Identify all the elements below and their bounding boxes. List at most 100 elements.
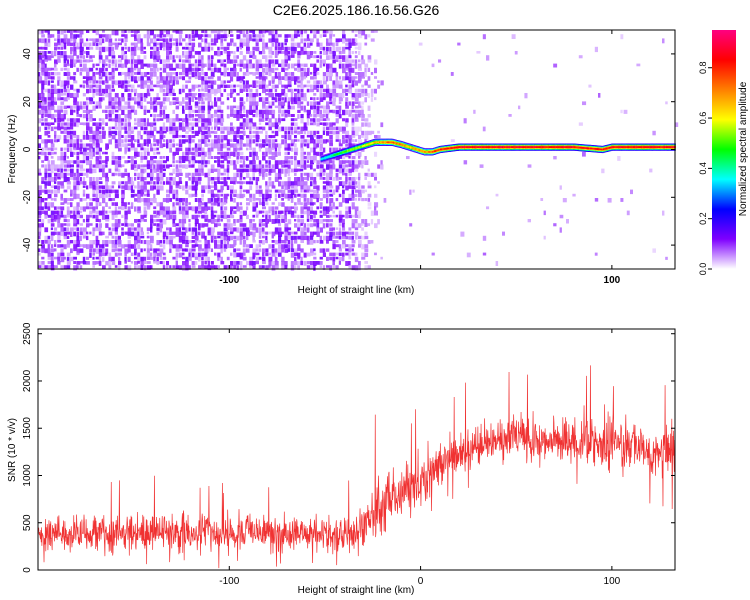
spectrogram-cell xyxy=(374,135,378,139)
spectrogram-cell xyxy=(300,147,304,152)
spectrogram-cell xyxy=(326,177,329,182)
spectrogram-cell xyxy=(220,160,225,164)
spectrogram-cell xyxy=(278,223,281,227)
spectrogram-cell xyxy=(73,151,76,155)
spectrogram-cell xyxy=(223,135,228,141)
spectrogram-cell xyxy=(92,265,95,268)
spectrogram-cell xyxy=(98,101,102,106)
spectrogram-cell xyxy=(230,189,234,194)
spectrogram-cell xyxy=(233,88,236,93)
spectrogram-cell xyxy=(214,143,218,149)
spectrogram-cell xyxy=(162,126,167,131)
spectrogram-cell xyxy=(38,80,42,84)
spectrogram-cell xyxy=(166,59,170,63)
spectrogram-cell xyxy=(310,105,313,110)
spectrogram-cell xyxy=(98,55,103,60)
spectrogram-cell xyxy=(258,231,262,236)
spectrogram-cell xyxy=(95,122,99,128)
spectrogram-cell xyxy=(348,55,352,59)
spectrogram-cell xyxy=(306,51,311,56)
spectrogram-cell xyxy=(102,88,106,94)
spectrogram-cell xyxy=(191,122,195,127)
spectrogram-cell xyxy=(130,206,134,209)
spectrogram-cell xyxy=(207,63,211,68)
spectrogram-cell xyxy=(44,122,49,126)
spectrogram-cell xyxy=(108,240,113,244)
spectrogram-cell xyxy=(130,126,135,132)
spectrogram-cell xyxy=(50,76,55,80)
spectrogram-cell xyxy=(82,135,86,140)
spectrogram-cell xyxy=(310,160,314,165)
spectrogram-cell xyxy=(374,30,378,33)
spectrogram-cell xyxy=(166,126,169,132)
spectrogram-cell xyxy=(338,223,342,227)
spectrogram-cell xyxy=(178,219,182,224)
spectrogram-cell xyxy=(258,80,263,85)
spectrogram-cell xyxy=(108,227,111,231)
spectrogram-cell xyxy=(134,235,138,241)
spectrogram-cell xyxy=(370,72,374,75)
spectrogram-cell xyxy=(351,122,355,126)
spectrogram-cell xyxy=(50,34,55,38)
spectrogram-cell xyxy=(201,38,204,43)
spectrogram-cell xyxy=(198,160,202,164)
spectrogram-cell xyxy=(332,235,336,239)
spectrogram-cell xyxy=(649,168,653,173)
spectrogram-cell xyxy=(316,219,320,224)
spectrogram-cell xyxy=(86,55,89,58)
spectrogram-cell xyxy=(249,72,253,75)
spectrogram-cell xyxy=(66,93,70,99)
spectrogram-cell xyxy=(127,223,131,227)
spectrogram-cell xyxy=(153,210,157,215)
spectrogram-cell xyxy=(102,185,106,189)
spectrogram-cell xyxy=(239,172,243,178)
spectrogram-cell xyxy=(188,59,191,64)
spectrogram-cell xyxy=(319,172,323,177)
spectrogram-cell xyxy=(249,38,253,42)
spectrogram-cell xyxy=(79,261,84,264)
spectrogram-cell xyxy=(105,189,109,194)
spectrogram-cell xyxy=(338,252,342,256)
spectrogram-cell xyxy=(217,181,221,184)
spectrogram-cell xyxy=(255,261,259,265)
spectrogram-cell xyxy=(134,122,138,126)
spectrogram-cell xyxy=(358,210,362,216)
spectrogram-cell xyxy=(210,193,215,198)
spectrogram-cell xyxy=(143,122,147,126)
spectrogram-cell xyxy=(361,55,364,60)
spectrogram-cell xyxy=(92,210,96,214)
spectrogram-cell xyxy=(265,30,269,33)
spectrogram-cell xyxy=(92,130,97,136)
spectrogram-cell xyxy=(162,160,167,164)
spectrogram-cell xyxy=(137,30,140,34)
spectrogram-cell xyxy=(236,76,241,82)
spectrogram-cell xyxy=(230,130,233,135)
spectrogram-cell xyxy=(198,109,201,114)
spectrogram-cell xyxy=(86,76,90,81)
spectrogram-cell xyxy=(60,206,65,211)
spectrogram-cell xyxy=(79,244,84,247)
spectrogram-cell xyxy=(329,51,334,55)
spectrogram-cell xyxy=(86,38,89,42)
spectrogram-cell xyxy=(239,151,244,156)
spectrogram-cell xyxy=(367,114,371,118)
spectrogram-cell xyxy=(191,164,195,168)
spectrogram-cell xyxy=(166,97,170,102)
spectrogram-cell xyxy=(345,72,348,77)
spectrogram-cell xyxy=(79,42,83,48)
spectrogram-cell xyxy=(70,59,74,64)
spectrogram-cell xyxy=(239,114,243,119)
spectrogram-cell xyxy=(134,256,138,260)
spectrogram-cell xyxy=(137,193,141,199)
spectrogram-cell xyxy=(255,177,260,182)
spectrogram-cell xyxy=(41,84,45,90)
spectrogram-cell xyxy=(236,105,240,109)
spectrogram-cell xyxy=(82,244,87,248)
spectrogram-cell xyxy=(252,164,257,170)
spectrogram-cell xyxy=(249,34,252,40)
spectrogram-cell xyxy=(242,130,246,136)
spectrogram-cell xyxy=(50,156,54,159)
spectrogram-cell xyxy=(278,172,282,178)
spectrogram-cell xyxy=(258,164,263,170)
spectrogram-cell xyxy=(162,256,167,260)
